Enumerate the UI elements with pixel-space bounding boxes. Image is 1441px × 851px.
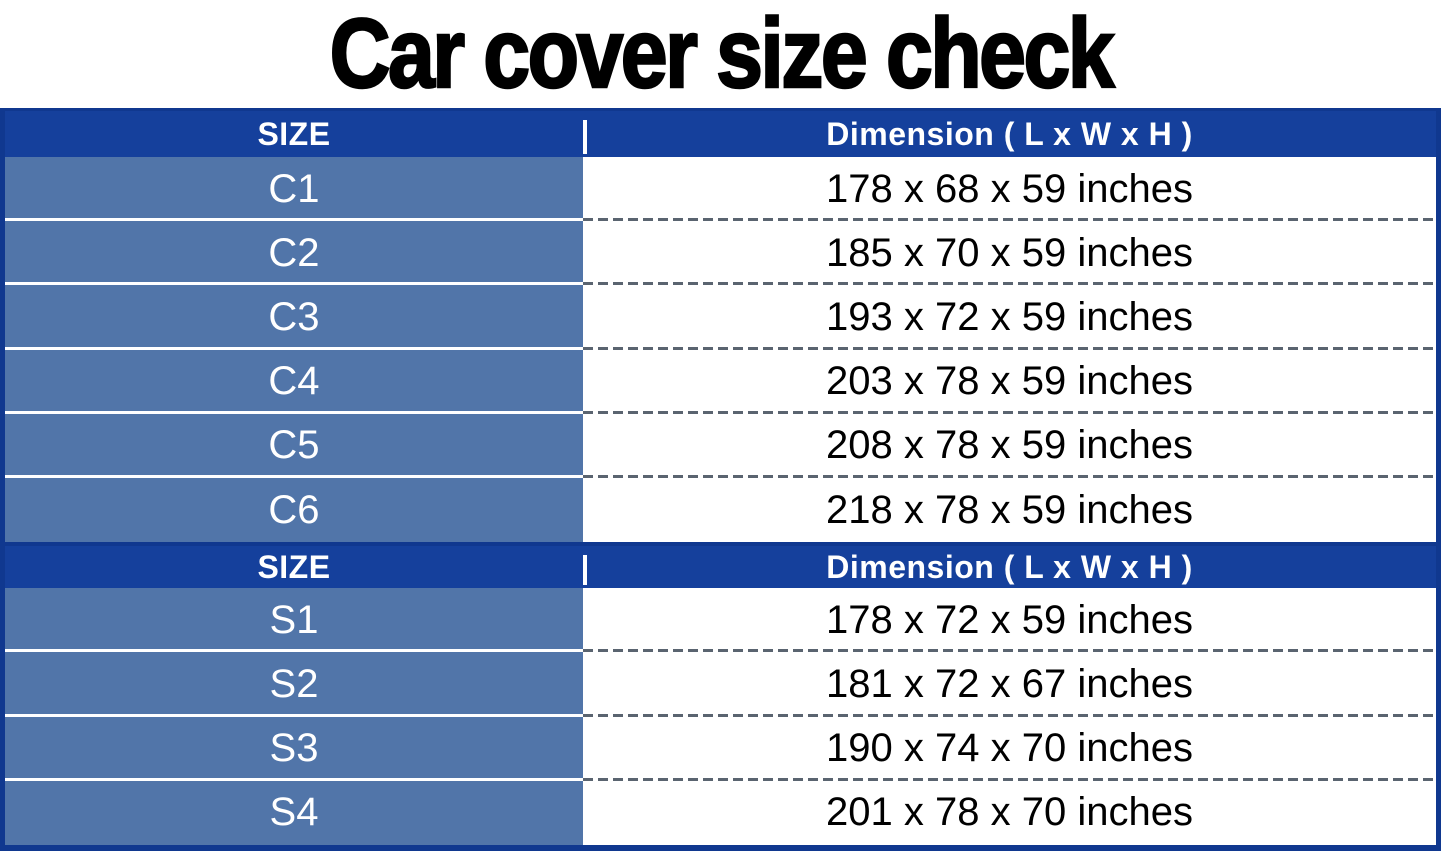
size-cell: S3 [5,716,583,781]
size-label: C1 [268,166,320,211]
size-label: C3 [268,295,320,339]
size-cell: S4 [5,780,583,846]
dimension-column-header: Dimension ( L x W x H ) [583,111,1436,157]
dimension-value: 193 x 72 x 59 inches [826,295,1193,339]
dimension-value: 178 x 68 x 59 inches [826,166,1193,211]
table-row: S3 190 x 74 x 70 inches [5,716,1436,781]
table-row: C5 208 x 78 x 59 inches [5,413,1436,479]
size-column-header: SIZE [5,546,583,588]
size-label: S2 [269,662,319,707]
dimension-cell: 190 x 74 x 70 inches [583,716,1436,781]
size-cell: C3 [5,285,583,350]
size-label: C4 [268,359,320,404]
size-label: C2 [268,230,320,275]
size-cell: C5 [5,413,583,479]
page-title: Car cover size check [328,0,1115,108]
size-column-header-label: SIZE [257,115,331,152]
table-header-row: SIZE Dimension ( L x W x H ) [5,111,1436,157]
table-row: C4 203 x 78 x 59 inches [5,349,1436,414]
size-label: C5 [268,423,320,468]
table-row: S1 178 x 72 x 59 inches [5,588,1436,653]
dimension-cell: 181 x 72 x 67 inches [583,652,1436,717]
dimension-value: 203 x 78 x 59 inches [826,359,1193,404]
dimension-column-header: Dimension ( L x W x H ) [583,546,1436,588]
table-row: C6 218 x 78 x 59 inches [5,478,1436,543]
size-label: S1 [269,597,319,642]
table-header-row: SIZE Dimension ( L x W x H ) [5,542,1436,589]
dimension-value: 208 x 78 x 59 inches [826,423,1193,468]
size-cell: C4 [5,349,583,414]
table-row: S4 201 x 78 x 70 inches [5,780,1436,846]
dimension-cell: 203 x 78 x 59 inches [583,349,1436,414]
size-cell: S2 [5,652,583,717]
dimension-value: 178 x 72 x 59 inches [826,597,1193,642]
size-label: S4 [269,790,319,835]
table-row: C1 178 x 68 x 59 inches [5,157,1436,222]
dimension-cell: 208 x 78 x 59 inches [583,413,1436,479]
size-cell: C2 [5,221,583,286]
size-cell: S1 [5,588,583,653]
column-divider [583,555,587,586]
dimension-value: 181 x 72 x 67 inches [826,662,1193,707]
size-cell: C6 [5,478,583,543]
dimension-value: 190 x 74 x 70 inches [826,726,1193,771]
dimension-column-header-label: Dimension ( L x W x H ) [826,115,1193,152]
column-divider [583,120,587,154]
size-column-header: SIZE [5,111,583,157]
dimension-value: 201 x 78 x 70 inches [826,790,1193,835]
table-row: C3 193 x 72 x 59 inches [5,285,1436,350]
size-label: S3 [269,726,319,771]
dimension-cell: 178 x 68 x 59 inches [583,157,1436,222]
title-bar: Car cover size check [0,0,1441,106]
dimension-cell: 218 x 78 x 59 inches [583,478,1436,543]
dimension-cell: 201 x 78 x 70 inches [583,780,1436,846]
size-table: SIZE Dimension ( L x W x H ) C1 178 x 68 x … [0,108,1441,851]
table-row: C2 185 x 70 x 59 inches [5,221,1436,286]
dimension-column-header-label: Dimension ( L x W x H ) [826,548,1193,585]
table-row: S2 181 x 72 x 67 inches [5,652,1436,717]
dimension-value: 185 x 70 x 59 inches [826,230,1193,275]
size-column-header-label: SIZE [257,548,331,585]
dimension-value: 218 x 78 x 59 inches [826,487,1193,532]
dimension-cell: 178 x 72 x 59 inches [583,588,1436,653]
dimension-cell: 193 x 72 x 59 inches [583,285,1436,350]
dimension-cell: 185 x 70 x 59 inches [583,221,1436,286]
size-label: C6 [268,487,320,532]
size-cell: C1 [5,157,583,222]
